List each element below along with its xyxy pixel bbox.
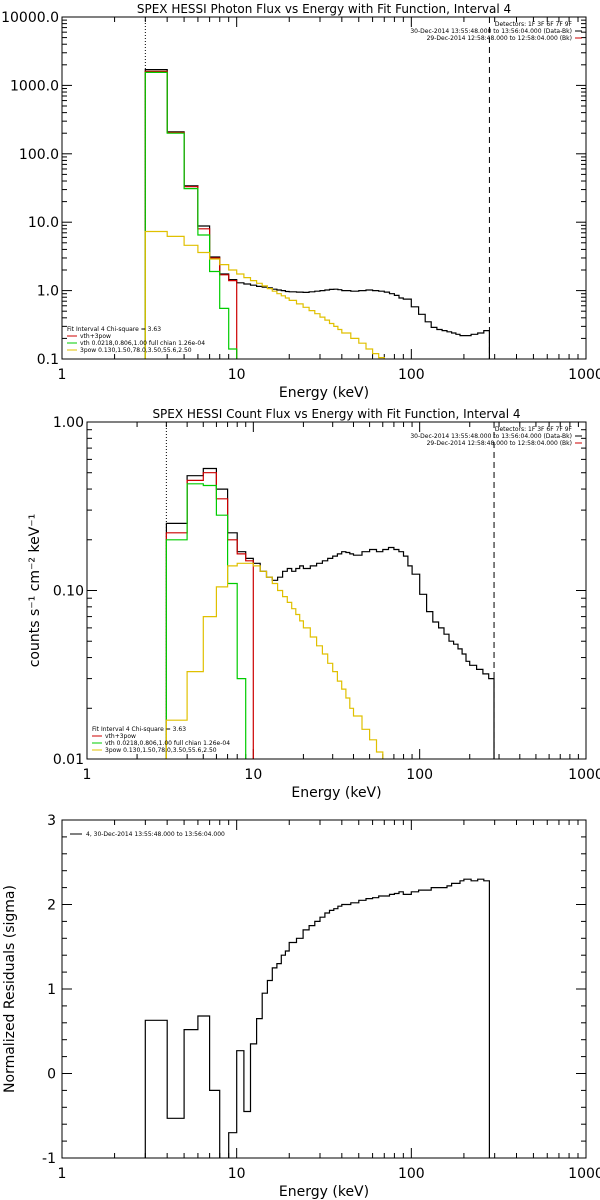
y-tick-label: 10000.0 [1,10,59,26]
y-tick-label: 2 [47,898,56,914]
y-tick-label: 1.0 [37,284,59,300]
y-tick-label: 100.0 [19,147,59,163]
plot-frame [86,421,587,760]
x-tick-label: 10 [228,367,246,383]
legend-bl-text: vth 0.0218,0.806,1.00 full chian 1.26e-0… [105,740,230,747]
legend-bl-text: vth+3pow [80,333,111,340]
y-axis-label: Normalized Residuals (sigma) [2,885,18,1093]
chart-title: SPEX HESSI Count Flux vs Energy with Fit… [152,407,520,421]
plot-frame [61,16,587,360]
y-tick-label: 10.0 [28,215,59,231]
chart-2: SPEX HESSI Count Flux vs Energy with Fit… [27,407,600,801]
legend-tl-text: 4, 30-Dec-2014 13:55:48.000 to 13:56:04.… [86,831,225,838]
legend-tr-text: 29-Dec-2014 12:58:48.000 to 12:58:04.000… [427,35,572,42]
x-tick-label: 1000 [568,767,600,783]
series-line-residuals [144,878,490,1158]
x-tick-label: 1000 [568,367,600,383]
legend-tr-text: Detectors: 1F 3F 6F 7F 9F [495,21,573,28]
x-tick-label: 1 [83,767,92,783]
x-axis-label: Energy (keV) [279,1184,369,1200]
y-tick-label: 1 [47,982,56,998]
series-line-3pow [144,230,385,359]
y-tick-label: 1000.0 [10,78,59,94]
legend-bl-text: vth+3pow [105,733,136,740]
legend-bl-text: Fit Interval 4 Chi-square = 3.63 [67,326,161,333]
x-tick-label: 1 [58,367,67,383]
legend-tr-text: 30-Dec-2014 13:55:48.000 to 13:56:04.000… [410,433,572,440]
legend-tr-text: 30-Dec-2014 13:55:48.000 to 13:56:04.000… [410,28,572,35]
x-tick-label: 100 [398,1166,425,1182]
y-tick-label: 3 [47,813,56,829]
legend-bl-text: 3pow 0.130,1.50,78.0,3.50,55.6,2.50 [105,747,217,754]
chart-1: SPEX HESSI Photon Flux vs Energy with Fi… [1,2,600,401]
legend-bl-text: 3pow 0.130,1.50,78.0,3.50,55.6,2.50 [80,347,192,354]
x-axis-label: Energy (keV) [279,385,369,401]
series-line-vth-3pow [144,70,238,359]
x-tick-label: 100 [406,767,433,783]
series-line-3pow [165,562,384,759]
y-tick-label: 0.1 [37,352,59,368]
x-axis-label: Energy (keV) [291,785,381,801]
plot-area [144,878,490,1158]
y-tick-label: 1.00 [53,415,84,431]
plot-area [144,69,490,359]
y-tick-label: 0.10 [53,584,84,600]
legend-tr-text: Detectors: 1F 3F 6F 7F 9F [495,426,573,433]
x-tick-label: 1 [58,1166,67,1182]
series-line-vth [144,71,238,359]
legend-bl-text: vth 0.0218,0.806,1.00 full chian 1.26e-0… [80,340,205,347]
x-tick-label: 1000 [568,1166,600,1182]
series-line-data-bk [144,69,490,359]
legend-tr-text: 29-Dec-2014 12:58:48.000 to 12:58:04.000… [427,440,572,447]
x-tick-label: 100 [398,367,425,383]
y-tick-label: 0.01 [53,752,84,768]
y-tick-label: 0 [47,1067,56,1083]
plot-frame [61,819,587,1159]
plot-area [165,467,495,759]
series-line-vth [165,483,247,759]
x-tick-label: 10 [244,767,262,783]
x-tick-label: 10 [228,1166,246,1182]
chart-title: SPEX HESSI Photon Flux vs Energy with Fi… [137,2,511,16]
y-tick-label: -1 [42,1151,56,1167]
y-axis-label: counts s⁻¹ cm⁻² keV⁻¹ [27,514,43,668]
legend-bl-text: Fit Interval 4 Chi-square = 3.63 [92,726,186,733]
